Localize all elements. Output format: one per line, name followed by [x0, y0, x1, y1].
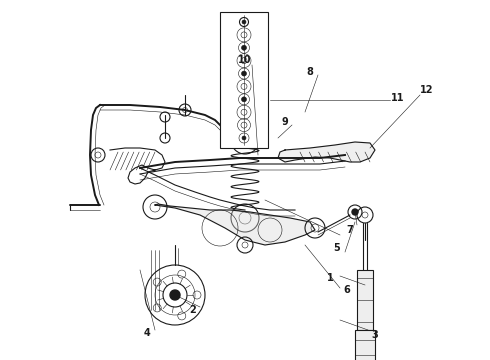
Text: 10: 10 — [238, 55, 252, 65]
Text: 1: 1 — [327, 273, 333, 283]
Circle shape — [242, 97, 246, 102]
Bar — [357, 270, 373, 330]
Circle shape — [352, 209, 358, 215]
Text: 11: 11 — [391, 93, 405, 103]
Text: 6: 6 — [343, 285, 350, 295]
Circle shape — [242, 45, 246, 50]
Text: 12: 12 — [420, 85, 434, 95]
Text: 2: 2 — [190, 305, 196, 315]
Text: 5: 5 — [334, 243, 341, 253]
Text: 8: 8 — [307, 67, 314, 77]
Circle shape — [242, 71, 246, 76]
Text: 9: 9 — [282, 117, 289, 127]
Circle shape — [170, 290, 180, 300]
Polygon shape — [155, 204, 315, 245]
Circle shape — [242, 136, 246, 140]
Polygon shape — [278, 142, 375, 162]
Text: 7: 7 — [346, 225, 353, 235]
Bar — [220, 12, 268, 148]
Bar — [355, 330, 375, 360]
Text: 3: 3 — [371, 330, 378, 340]
Circle shape — [242, 20, 246, 24]
Text: 4: 4 — [144, 328, 150, 338]
